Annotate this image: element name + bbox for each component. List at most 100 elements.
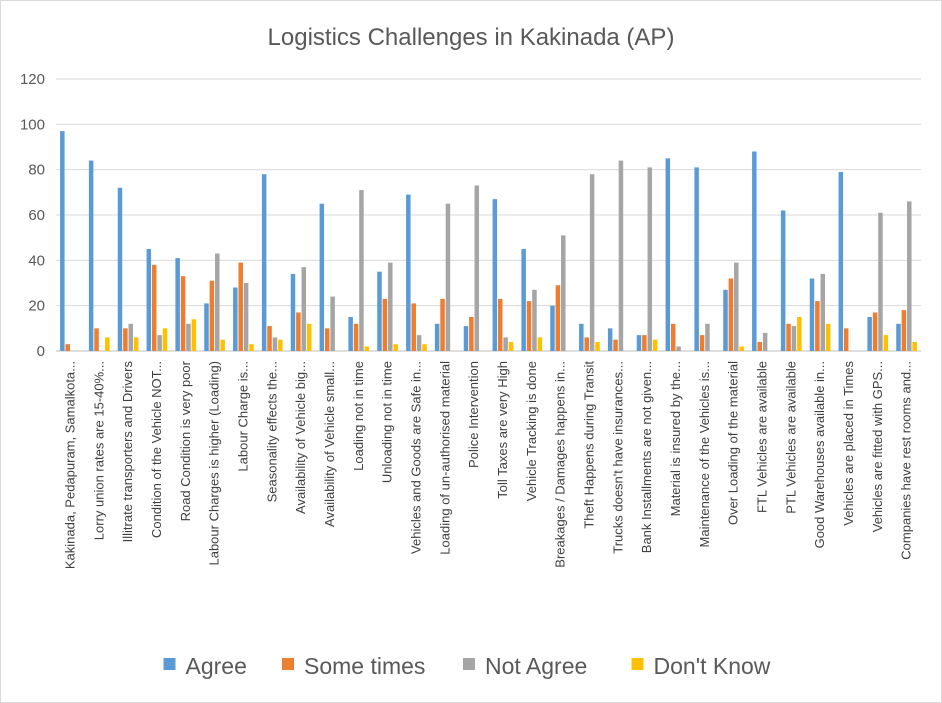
gridlines xyxy=(56,78,921,352)
bar-agree xyxy=(261,174,267,351)
x-tick-label: Theft Happens during Transit xyxy=(581,361,596,529)
x-tick-label: Lorry union rates are 15-40%... xyxy=(91,361,106,540)
x-tick-label: Availability of Vehicle small... xyxy=(322,361,337,527)
bar-some-times xyxy=(440,298,445,351)
bar-don-t-know xyxy=(508,341,514,351)
bar-some-times xyxy=(209,280,215,351)
bar-not-agree xyxy=(618,160,624,351)
bar-agree xyxy=(146,249,152,351)
x-tick-label: Availability of Vehicle big... xyxy=(293,361,308,514)
x-tick-label: Vehicles are placed in Times xyxy=(841,361,856,526)
x-axis-tick-labels: Kakinada, Pedapuram, Samalkota... Lorry u… xyxy=(62,360,913,569)
x-tick-label: Loading of un-authorised material xyxy=(437,361,452,555)
bar-some-times xyxy=(180,276,186,351)
bar-agree xyxy=(463,326,469,351)
bars xyxy=(60,131,917,351)
bar-agree xyxy=(521,249,526,351)
legend-label: Agree xyxy=(186,653,247,679)
bar-agree xyxy=(175,258,180,351)
bar-agree xyxy=(117,187,123,351)
bar-don-t-know xyxy=(162,328,168,351)
bar-not-agree xyxy=(820,273,826,351)
bar-not-agree xyxy=(907,201,912,351)
legend-swatch xyxy=(282,658,294,670)
bar-don-t-know xyxy=(105,337,110,351)
y-tick-label: 20 xyxy=(28,298,45,315)
bar-agree xyxy=(896,323,901,351)
bar-some-times xyxy=(642,335,647,351)
bar-agree xyxy=(88,160,94,351)
bar-some-times xyxy=(815,301,820,351)
bar-not-agree xyxy=(647,167,653,351)
bar-some-times xyxy=(584,337,589,351)
x-tick-label: Toll Taxes are very High xyxy=(495,361,510,499)
y-axis-ticks: 0 20 40 60 80 100 120 xyxy=(20,71,45,360)
bar-agree xyxy=(60,131,65,351)
bar-not-agree xyxy=(705,323,710,351)
bar-don-t-know xyxy=(883,335,889,351)
bar-don-t-know xyxy=(739,346,744,351)
bar-not-agree xyxy=(878,212,883,351)
bar-some-times xyxy=(613,339,618,351)
x-tick-label: Unloading not in time xyxy=(380,361,395,483)
bar-not-agree xyxy=(561,235,566,351)
bar-agree xyxy=(204,303,209,351)
legend-swatch xyxy=(631,658,644,670)
bar-not-agree xyxy=(215,253,220,351)
bar-some-times xyxy=(267,326,272,351)
bar-some-times xyxy=(526,301,532,351)
bar-some-times xyxy=(353,323,359,351)
bar-don-t-know xyxy=(912,341,917,351)
bar-some-times xyxy=(296,312,301,351)
bar-not-agree xyxy=(157,335,162,351)
bar-some-times xyxy=(469,317,474,351)
legend-swatch xyxy=(163,658,176,670)
bar-some-times xyxy=(497,298,503,351)
bar-don-t-know xyxy=(249,344,254,351)
y-tick-label: 120 xyxy=(20,71,45,88)
bar-some-times xyxy=(757,341,762,351)
bar-agree xyxy=(319,203,325,351)
bar-agree xyxy=(434,323,440,351)
x-tick-label: Bank Installments are not given... xyxy=(639,361,654,553)
bar-not-agree xyxy=(301,267,307,351)
y-tick-label: 80 xyxy=(28,162,45,179)
x-tick-label: Kakinada, Pedapuram, Samalkota... xyxy=(62,361,77,569)
x-tick-label: Breakages / Damages happens in... xyxy=(553,361,568,568)
bar-not-agree xyxy=(445,203,451,351)
bar-agree xyxy=(723,289,728,351)
bar-agree xyxy=(290,273,296,351)
legend-label: Don't Know xyxy=(654,653,771,679)
bar-agree xyxy=(406,194,411,351)
x-tick-label: Road Condition is very poor xyxy=(178,360,193,521)
bar-agree xyxy=(579,323,584,351)
bar-agree xyxy=(550,305,555,351)
x-tick-label: Good Warehouses available in... xyxy=(812,361,827,548)
bar-agree xyxy=(752,151,757,351)
x-tick-label: Police Intervention xyxy=(466,361,481,468)
bar-some-times xyxy=(843,328,849,351)
bar-some-times xyxy=(123,328,128,351)
legend: Agree Some times Not Agree Don't Know xyxy=(163,653,771,679)
bar-don-t-know xyxy=(278,339,283,351)
bar-agree xyxy=(809,278,815,351)
bar-agree xyxy=(694,167,699,351)
bar-some-times xyxy=(324,328,330,351)
x-tick-label: PTL Vehicles are available xyxy=(783,361,798,514)
bar-some-times xyxy=(238,262,243,351)
bar-not-agree xyxy=(128,323,134,351)
x-tick-label: Loading not in time xyxy=(351,361,366,471)
bar-don-t-know xyxy=(595,341,600,351)
bar-don-t-know xyxy=(393,344,398,351)
x-tick-label: Labour Charge is... xyxy=(235,361,250,472)
bar-some-times xyxy=(786,323,791,351)
bar-agree xyxy=(867,317,872,351)
bar-don-t-know xyxy=(797,317,802,351)
bar-agree xyxy=(665,158,671,351)
legend-label: Not Agree xyxy=(485,653,587,679)
bar-don-t-know xyxy=(364,346,370,351)
bar-not-agree xyxy=(791,326,797,351)
x-tick-label: Companies have rest rooms and... xyxy=(899,361,914,560)
